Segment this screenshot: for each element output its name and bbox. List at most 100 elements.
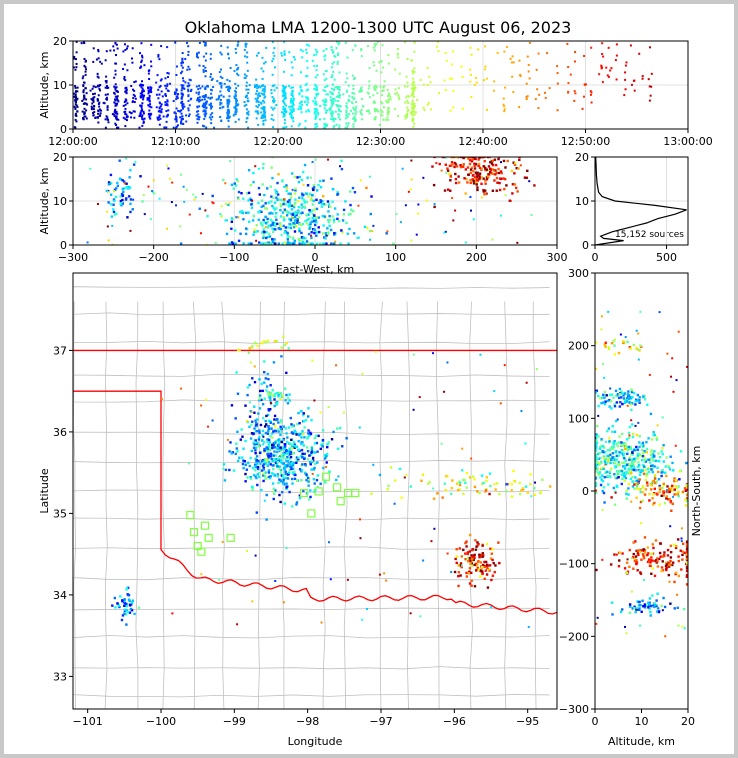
plan-source-point: [465, 486, 468, 489]
th-source-point: [337, 52, 340, 55]
ns-source-point: [648, 604, 651, 607]
ew-source-point: [484, 166, 487, 170]
ew-source-point: [225, 219, 228, 222]
plan-source-point: [297, 439, 300, 443]
th-source-point: [177, 109, 180, 112]
th-source-point: [452, 89, 455, 92]
th-source-point: [263, 90, 266, 93]
th-source-point: [202, 64, 205, 67]
plan-source-point: [256, 344, 259, 348]
ew-source-point: [455, 157, 458, 159]
hist-xtick-label: 500: [656, 251, 677, 264]
th-source-point: [325, 48, 328, 51]
ew-source-point: [125, 182, 128, 185]
plan-source-point: [270, 457, 273, 461]
th-source-point: [299, 102, 302, 105]
th-source-point: [284, 58, 287, 61]
plan-source-point: [313, 466, 316, 470]
plan-source-point: [279, 419, 283, 422]
ns-source-point: [665, 489, 668, 492]
th-source-point: [125, 116, 128, 119]
ns-source-point: [598, 451, 601, 455]
ew-source-point: [237, 197, 240, 200]
ew-source-point: [323, 215, 327, 218]
plan-source-point: [283, 443, 287, 446]
plan-source-point: [292, 424, 296, 427]
plan-source-point: [282, 601, 285, 604]
th-source-point: [373, 43, 376, 46]
plan-source-point: [250, 432, 254, 435]
th-source-point: [155, 106, 158, 109]
plan-source-point: [276, 473, 279, 476]
plan-source-point: [272, 487, 276, 490]
plan-source-point: [257, 438, 261, 441]
plan-source-point: [262, 440, 266, 444]
plan-source-point: [261, 389, 264, 393]
plan-source-point: [301, 463, 304, 466]
ew-source-point: [306, 176, 309, 179]
plan-source-point: [262, 340, 266, 343]
ew-source-point: [255, 239, 258, 242]
ns-source-point: [636, 549, 639, 553]
th-source-point: [105, 85, 108, 88]
plan-source-point: [292, 467, 295, 470]
ns-source-point: [596, 616, 599, 619]
plan-source-point: [258, 378, 261, 381]
ew-source-point: [496, 181, 499, 184]
plan-source-point: [256, 465, 260, 469]
th-source-point: [404, 101, 407, 104]
th-source-point: [332, 101, 335, 104]
th-source-point: [148, 116, 151, 119]
th-source-point: [204, 66, 207, 69]
plan-source-point: [493, 390, 496, 393]
ew-source-point: [295, 225, 298, 228]
th-source-point: [324, 86, 327, 89]
plan-source-point: [524, 485, 528, 488]
ew-source-point: [283, 185, 286, 189]
th-source-point: [244, 45, 247, 48]
th-source-point: [624, 71, 627, 74]
ns-source-point: [676, 593, 679, 596]
plan-source-point: [309, 432, 313, 436]
th-source-point: [124, 90, 127, 93]
ns-source-point: [615, 394, 618, 398]
ew-source-point: [279, 215, 283, 218]
ew-source-point: [513, 183, 517, 186]
th-source-point: [132, 97, 135, 100]
county-line: [281, 301, 285, 709]
th-source-point: [275, 86, 278, 89]
th-source-point: [338, 113, 341, 116]
th-source-point: [198, 41, 201, 44]
ns-source-point: [632, 607, 636, 610]
ns-source-point: [637, 468, 640, 472]
th-source-point: [304, 126, 307, 129]
lma-station-marker: [307, 509, 316, 518]
th-source-point: [219, 51, 222, 54]
ns-source-point: [655, 599, 658, 602]
ew-source-point: [530, 213, 533, 216]
plan-source-point: [310, 445, 313, 449]
plan-source-point: [455, 482, 459, 485]
ew-source-point: [107, 182, 111, 186]
ew-source-point: [274, 228, 277, 231]
th-source-point: [73, 105, 76, 108]
ew-source-point: [350, 208, 353, 211]
ns-source-point: [647, 552, 650, 555]
ns-source-point: [640, 610, 643, 613]
th-source-point: [149, 117, 152, 120]
th-source-point: [315, 53, 318, 56]
plan-source-point: [309, 489, 312, 492]
ns-source-point: [623, 399, 627, 402]
ns-source-point: [602, 456, 605, 460]
th-source-point: [411, 118, 414, 121]
th-source-point: [412, 77, 415, 80]
th-source-point: [297, 108, 300, 111]
th-source-point: [180, 117, 183, 120]
th-source-point: [158, 116, 161, 119]
ew-source-point: [249, 242, 253, 245]
plan-source-point: [275, 402, 278, 406]
th-source-point: [234, 111, 237, 114]
ew-source-point: [440, 169, 443, 172]
th-source-point: [76, 97, 79, 100]
